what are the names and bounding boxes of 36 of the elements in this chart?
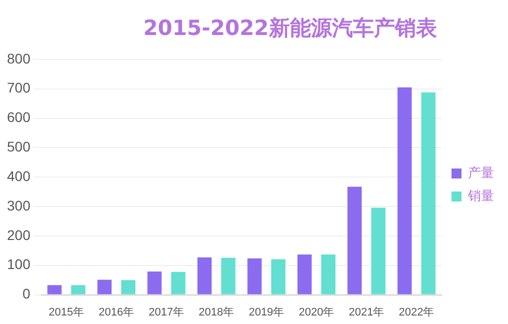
- bar: [221, 258, 236, 294]
- x-tick-label: 2019年: [248, 306, 284, 318]
- bar: [421, 92, 436, 294]
- y-tick-label: 400: [7, 168, 31, 184]
- x-tick-label: 2015年: [48, 306, 84, 318]
- bar: [71, 285, 86, 294]
- bar: [247, 258, 262, 294]
- bar: [297, 254, 312, 294]
- x-tick-label: 2020年: [298, 306, 334, 318]
- y-tick-label: 500: [7, 138, 31, 155]
- bar: [271, 259, 286, 294]
- bar: [397, 87, 412, 294]
- y-tick-label: 600: [7, 109, 31, 126]
- y-tick-label: 300: [7, 197, 31, 214]
- bar: [147, 272, 162, 294]
- y-tick-label: 200: [7, 226, 31, 243]
- legend-label: 销量: [467, 188, 494, 204]
- bar: [371, 208, 386, 294]
- y-tick-label: 0: [22, 286, 31, 302]
- bar: [347, 186, 362, 294]
- legend-label: 产量: [468, 165, 494, 180]
- y-tick-label: 100: [7, 256, 31, 272]
- bar: [171, 272, 186, 294]
- bar: [47, 285, 62, 294]
- chart-title: 2015-2022新能源汽车产销表: [142, 15, 438, 42]
- bar: [321, 254, 336, 294]
- x-tick-label: 2021年: [348, 306, 384, 318]
- x-tick-label: 2018年: [198, 306, 234, 318]
- x-tick-label: 2017年: [148, 306, 184, 318]
- y-tick-label: 800: [7, 50, 31, 66]
- bar: [121, 280, 136, 294]
- bar: [197, 257, 212, 294]
- bar: [97, 280, 112, 294]
- y-tick-label: 700: [7, 80, 31, 96]
- x-tick-label: 2022年: [398, 306, 434, 318]
- x-tick-label: 2016年: [98, 306, 134, 318]
